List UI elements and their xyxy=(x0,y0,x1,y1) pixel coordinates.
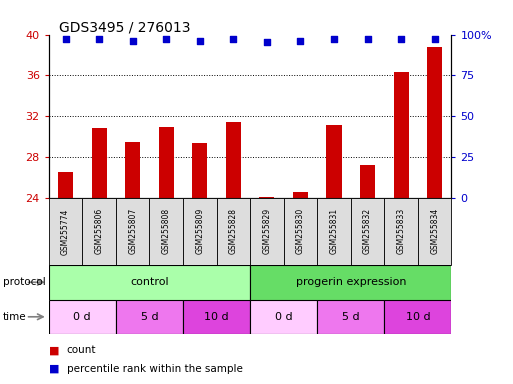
Bar xyxy=(216,198,250,265)
Point xyxy=(229,36,238,43)
Text: ■: ■ xyxy=(49,345,59,355)
Bar xyxy=(149,198,183,265)
Bar xyxy=(116,300,183,334)
Point xyxy=(297,38,305,44)
Text: GSM255809: GSM255809 xyxy=(195,208,204,255)
Text: 5 d: 5 d xyxy=(342,312,360,322)
Bar xyxy=(250,300,317,334)
Text: 10 d: 10 d xyxy=(406,312,430,322)
Point xyxy=(430,36,439,42)
Text: count: count xyxy=(67,345,96,355)
Bar xyxy=(326,125,342,198)
Bar xyxy=(293,192,308,198)
Bar xyxy=(317,198,351,265)
Text: GDS3495 / 276013: GDS3495 / 276013 xyxy=(59,21,190,35)
Bar xyxy=(226,122,241,198)
Bar xyxy=(192,143,207,198)
Bar xyxy=(49,265,250,300)
Text: GSM255830: GSM255830 xyxy=(296,208,305,255)
Point xyxy=(95,36,103,43)
Bar xyxy=(427,47,442,198)
Text: progerin expression: progerin expression xyxy=(295,277,406,287)
Text: 0 d: 0 d xyxy=(275,312,292,322)
Point xyxy=(162,36,170,43)
Text: ■: ■ xyxy=(49,364,59,374)
Point xyxy=(62,36,70,43)
Text: GSM255806: GSM255806 xyxy=(94,208,104,255)
Bar xyxy=(384,198,418,265)
Bar xyxy=(58,172,73,198)
Text: 5 d: 5 d xyxy=(141,312,158,322)
Text: GSM255831: GSM255831 xyxy=(329,208,339,255)
Bar xyxy=(360,165,375,198)
Bar xyxy=(183,198,216,265)
Bar xyxy=(393,72,409,198)
Text: GSM255833: GSM255833 xyxy=(397,208,406,255)
Text: GSM255807: GSM255807 xyxy=(128,208,137,255)
Text: GSM255808: GSM255808 xyxy=(162,208,171,255)
Bar xyxy=(82,198,116,265)
Bar xyxy=(49,300,116,334)
Point xyxy=(363,36,371,43)
Point xyxy=(195,38,204,44)
Point xyxy=(129,38,137,44)
Bar xyxy=(159,127,174,198)
Text: time: time xyxy=(3,312,26,322)
Text: percentile rank within the sample: percentile rank within the sample xyxy=(67,364,243,374)
Text: GSM255828: GSM255828 xyxy=(229,209,238,254)
Text: 0 d: 0 d xyxy=(73,312,91,322)
Bar xyxy=(418,198,451,265)
Text: protocol: protocol xyxy=(3,277,45,287)
Point xyxy=(397,36,405,42)
Point xyxy=(330,36,338,43)
Bar xyxy=(125,142,140,198)
Text: GSM255829: GSM255829 xyxy=(262,208,271,255)
Bar xyxy=(351,198,384,265)
Bar xyxy=(284,198,317,265)
Bar xyxy=(49,198,82,265)
Bar xyxy=(259,197,274,198)
Bar xyxy=(250,198,284,265)
Bar xyxy=(116,198,149,265)
Text: control: control xyxy=(130,277,169,287)
Point xyxy=(263,39,271,45)
Text: 10 d: 10 d xyxy=(204,312,229,322)
Bar xyxy=(317,300,384,334)
Text: GSM255832: GSM255832 xyxy=(363,208,372,255)
Text: GSM255774: GSM255774 xyxy=(61,208,70,255)
Bar xyxy=(183,300,250,334)
Text: GSM255834: GSM255834 xyxy=(430,208,439,255)
Bar xyxy=(91,128,107,198)
Bar xyxy=(250,265,451,300)
Bar xyxy=(384,300,451,334)
